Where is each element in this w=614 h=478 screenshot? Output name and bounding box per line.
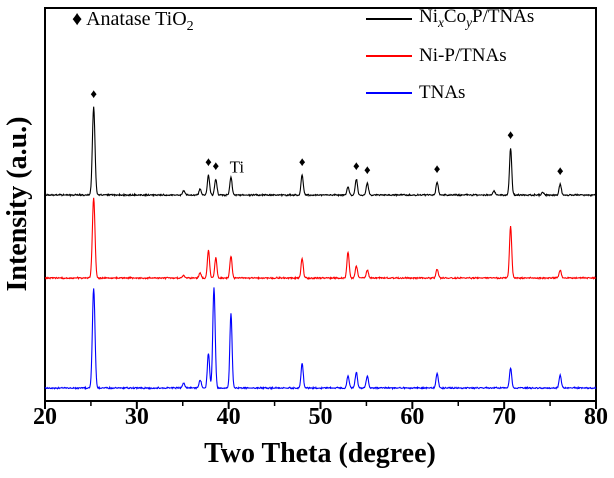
legend-line-TNAs [366, 91, 412, 94]
x-tick-label: 30 [124, 404, 149, 430]
legend-label-TNAs: TNAs [419, 81, 466, 103]
legend-label-NixCoyP/TNAs: NixCoyP/TNAs [419, 6, 535, 30]
legend-line-NixCoyP/TNAs [366, 17, 412, 20]
anatase-diamond-marker: ♦ [557, 163, 564, 178]
trace-Ni-P/TNAs [44, 197, 597, 281]
anatase-diamond-marker: ♦ [434, 161, 441, 176]
trace-TNAs [44, 287, 597, 391]
anatase-diamond-marker: ♦ [353, 158, 360, 173]
x-tick-label: 40 [216, 404, 241, 430]
x-tick-label: 60 [400, 404, 425, 430]
legend-label-Ni-P/TNAs: Ni-P/TNAs [419, 44, 507, 66]
x-tick-label: 80 [584, 404, 608, 430]
x-tick-label: 20 [33, 404, 57, 430]
y-axis-title: Intensity (a.u.) [2, 116, 33, 292]
trace-NixCoyP/TNAs [44, 106, 597, 198]
x-tick-label: 70 [492, 404, 517, 430]
anatase-diamond-marker: ♦ [299, 154, 306, 169]
anatase-diamond-marker: ♦ [205, 154, 212, 169]
ti-peak-label: Ti [230, 157, 245, 176]
legend-item-TNAs: TNAs [366, 74, 534, 111]
legend-item-NixCoyP/TNAs: NixCoyP/TNAs [366, 0, 534, 37]
legend: NixCoyP/TNAs Ni-P/TNAs TNAs [366, 0, 534, 111]
anatase-diamond-marker: ♦ [364, 162, 371, 177]
anatase-diamond-marker: ♦ [90, 86, 97, 101]
x-axis-title: Two Theta (degree) [204, 438, 436, 469]
anatase-annotation: ♦ Anatase TiO2 [72, 8, 194, 34]
legend-line-Ni-P/TNAs [366, 54, 412, 57]
anatase-diamond-marker: ♦ [507, 127, 514, 142]
legend-item-Ni-P/TNAs: Ni-P/TNAs [366, 37, 534, 74]
x-tick-label: 50 [308, 404, 333, 430]
anatase-diamond-marker: ♦ [212, 158, 219, 173]
